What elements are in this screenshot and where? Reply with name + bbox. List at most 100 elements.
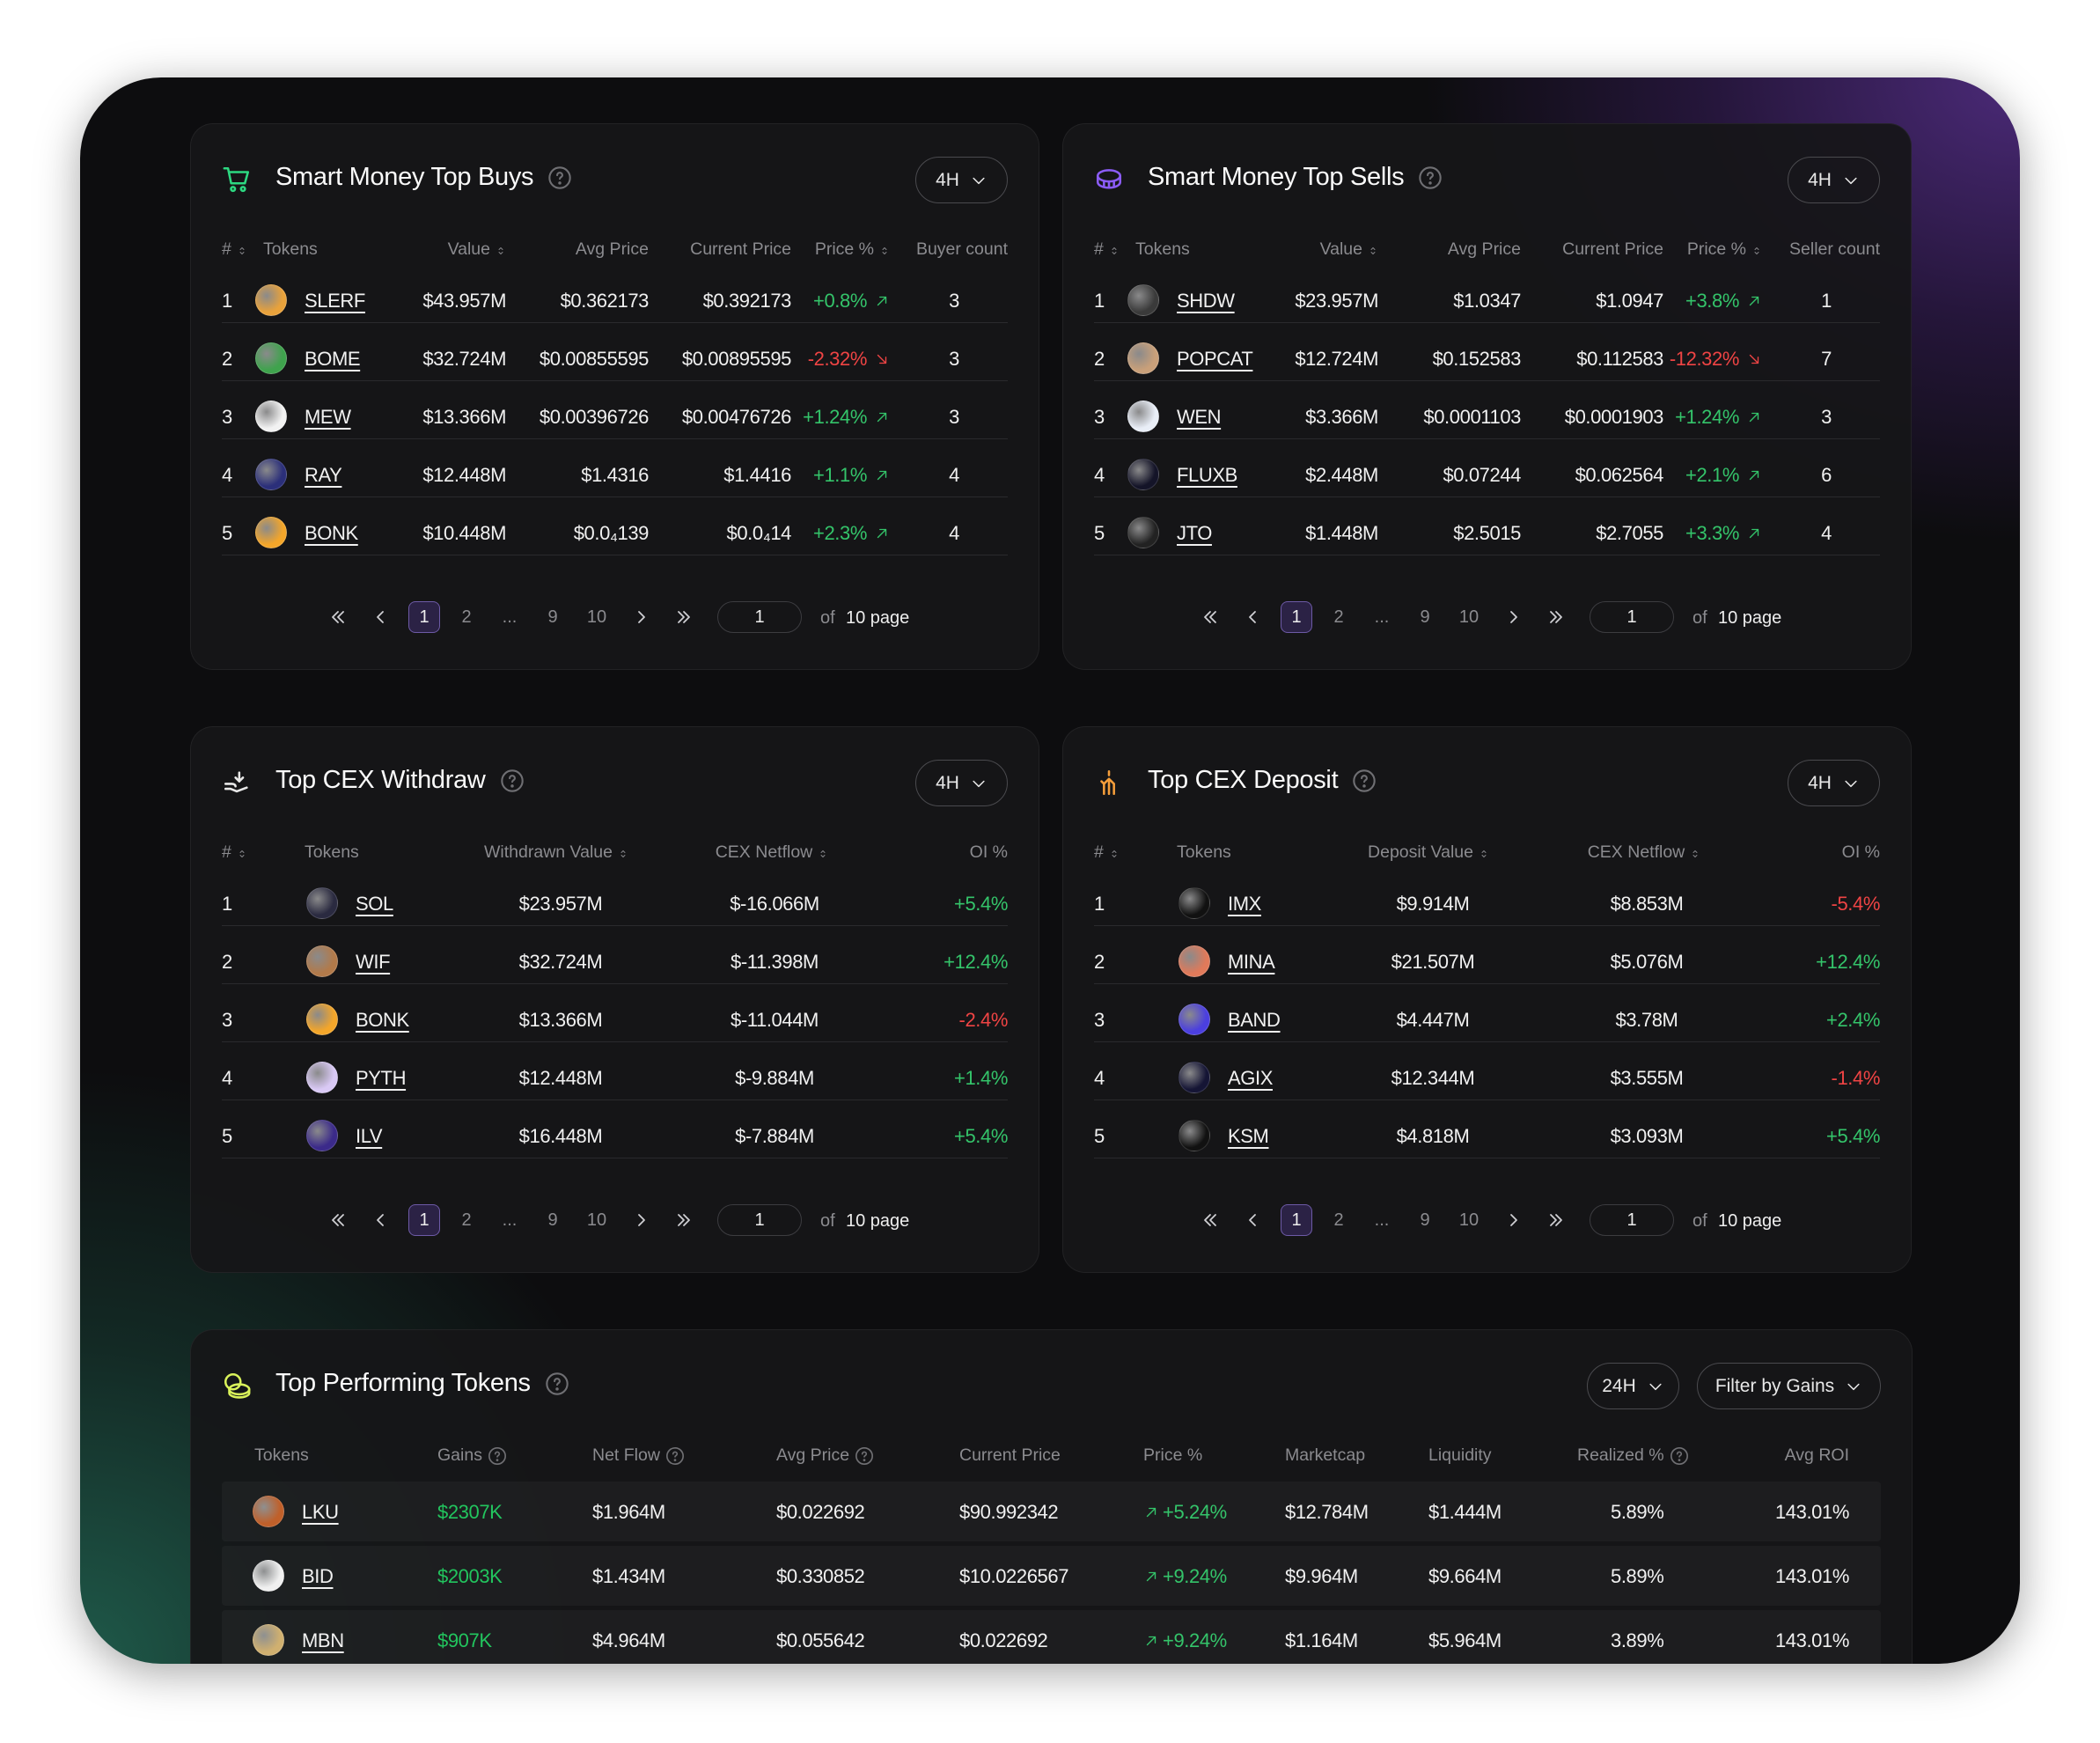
timeframe-dropdown[interactable]: 4H bbox=[1788, 157, 1880, 203]
table-cell: $12.724M bbox=[1295, 348, 1378, 370]
page-input[interactable] bbox=[1590, 601, 1674, 633]
arrow-up-right-icon bbox=[1746, 524, 1762, 540]
withdraw-hand-icon bbox=[222, 768, 252, 798]
page-button[interactable]: 2 bbox=[1333, 1210, 1344, 1230]
page-button[interactable]: 10 bbox=[586, 1210, 607, 1230]
page-button[interactable]: 10 bbox=[586, 607, 607, 627]
first-page-button[interactable] bbox=[1194, 601, 1226, 633]
last-page-button[interactable] bbox=[668, 1204, 700, 1236]
oi-change: -1.4% bbox=[1831, 1067, 1881, 1089]
filter-dropdown[interactable]: Filter by Gains bbox=[1697, 1363, 1881, 1409]
token-link[interactable]: BAND bbox=[1228, 1009, 1281, 1031]
column-header[interactable]: Price % bbox=[793, 239, 890, 260]
token-link[interactable]: MEW bbox=[305, 406, 351, 428]
token-link[interactable]: SHDW bbox=[1177, 290, 1235, 312]
timeframe-dropdown[interactable]: 4H bbox=[915, 157, 1008, 203]
column-header[interactable]: # bbox=[1094, 239, 1134, 260]
column-header[interactable]: Deposit Value bbox=[1340, 842, 1516, 863]
page-button[interactable]: 2 bbox=[461, 1210, 472, 1230]
token-link[interactable]: POPCAT bbox=[1177, 348, 1253, 370]
page-input[interactable] bbox=[1590, 1204, 1674, 1236]
token-link[interactable]: RAY bbox=[305, 464, 342, 486]
timeframe-dropdown-label: 4H bbox=[936, 772, 959, 793]
column-header[interactable]: Price % bbox=[1665, 239, 1762, 260]
page-input[interactable] bbox=[717, 1204, 802, 1236]
token-link[interactable]: AGIX bbox=[1228, 1067, 1273, 1089]
page-button[interactable]: 1 bbox=[408, 601, 440, 633]
column-header[interactable]: # bbox=[222, 239, 261, 260]
row-divider bbox=[1094, 322, 1880, 323]
timeframe-dropdown[interactable]: 4H bbox=[1788, 760, 1880, 806]
token-link[interactable]: KSM bbox=[1228, 1125, 1269, 1147]
table-cell: 3 bbox=[949, 348, 959, 370]
table-cell: $1.4416 bbox=[723, 464, 791, 486]
page-input[interactable] bbox=[717, 601, 802, 633]
token-link[interactable]: IMX bbox=[1228, 893, 1261, 915]
token-link[interactable]: BID bbox=[302, 1565, 334, 1587]
page-button[interactable]: 9 bbox=[1420, 607, 1430, 627]
prev-page-button[interactable] bbox=[1237, 601, 1269, 633]
last-page-button[interactable] bbox=[1540, 1204, 1572, 1236]
page-button[interactable]: 2 bbox=[461, 607, 472, 627]
token-link[interactable]: BONK bbox=[305, 522, 358, 544]
page-button[interactable]: 1 bbox=[1281, 601, 1312, 633]
page-button[interactable]: 9 bbox=[1420, 1210, 1430, 1230]
next-page-button[interactable] bbox=[625, 1204, 657, 1236]
page-button[interactable]: 9 bbox=[547, 607, 558, 627]
last-page-button[interactable] bbox=[668, 601, 700, 633]
last-page-button[interactable] bbox=[1540, 601, 1572, 633]
page-of-label: of bbox=[1692, 1211, 1707, 1231]
table-cell: $0.062564 bbox=[1575, 464, 1664, 486]
prev-page-button[interactable] bbox=[365, 601, 397, 633]
page-button[interactable]: ... bbox=[1374, 607, 1390, 627]
column-header[interactable]: # bbox=[1094, 842, 1134, 863]
next-page-button[interactable] bbox=[625, 601, 657, 633]
timeframe-dropdown[interactable]: 4H bbox=[915, 760, 1008, 806]
token-link[interactable]: SLERF bbox=[305, 290, 365, 312]
column-header-label: OI % bbox=[969, 842, 1008, 862]
prev-page-button[interactable] bbox=[1237, 1204, 1269, 1236]
last-page-icon bbox=[1546, 1210, 1567, 1231]
token-link[interactable]: JTO bbox=[1177, 522, 1212, 544]
page-total-label: 10 page bbox=[1718, 1211, 1782, 1231]
prev-page-button[interactable] bbox=[365, 1204, 397, 1236]
page-button[interactable]: 2 bbox=[1333, 607, 1344, 627]
oi-change: -2.4% bbox=[958, 1009, 1009, 1031]
column-header[interactable]: Value bbox=[385, 239, 506, 260]
page-button[interactable]: 9 bbox=[547, 1210, 558, 1230]
token-link[interactable]: LKU bbox=[302, 1501, 339, 1523]
column-header[interactable]: CEX Netflow bbox=[684, 842, 860, 863]
token-link[interactable]: SOL bbox=[356, 893, 393, 915]
token-link[interactable]: WEN bbox=[1177, 406, 1222, 428]
column-header[interactable]: CEX Netflow bbox=[1556, 842, 1732, 863]
page-button[interactable]: 1 bbox=[408, 1204, 440, 1236]
table-cell: 4 bbox=[1094, 1067, 1105, 1089]
page-button[interactable]: ... bbox=[502, 607, 518, 627]
timeframe-dropdown[interactable]: 24H bbox=[1587, 1363, 1679, 1409]
column-header[interactable]: # bbox=[222, 842, 261, 863]
page-button[interactable]: ... bbox=[502, 1210, 518, 1230]
page-button[interactable]: 10 bbox=[1458, 607, 1480, 627]
first-page-button[interactable] bbox=[322, 601, 354, 633]
column-header-label: Seller count bbox=[1789, 239, 1880, 259]
first-page-button[interactable] bbox=[322, 1204, 354, 1236]
column-header-label: Tokens bbox=[254, 1445, 309, 1465]
next-page-button[interactable] bbox=[1497, 1204, 1529, 1236]
token-link[interactable]: ILV bbox=[356, 1125, 383, 1147]
oi-change: +5.4% bbox=[1826, 1125, 1880, 1147]
page-button[interactable]: 10 bbox=[1458, 1210, 1480, 1230]
token-link[interactable]: MBN bbox=[302, 1629, 344, 1651]
sort-icon bbox=[237, 243, 247, 257]
token-link[interactable]: MINA bbox=[1228, 951, 1275, 973]
token-link[interactable]: WIF bbox=[356, 951, 391, 973]
column-header[interactable]: Value bbox=[1257, 239, 1378, 260]
token-link[interactable]: PYTH bbox=[356, 1067, 407, 1089]
next-page-button[interactable] bbox=[1497, 601, 1529, 633]
first-page-button[interactable] bbox=[1194, 1204, 1226, 1236]
column-header[interactable]: Withdrawn Value bbox=[468, 842, 644, 863]
page-button[interactable]: ... bbox=[1374, 1210, 1390, 1230]
page-button[interactable]: 1 bbox=[1281, 1204, 1312, 1236]
token-link[interactable]: BONK bbox=[356, 1009, 409, 1031]
token-link[interactable]: BOME bbox=[305, 348, 361, 370]
token-link[interactable]: FLUXB bbox=[1177, 464, 1237, 486]
